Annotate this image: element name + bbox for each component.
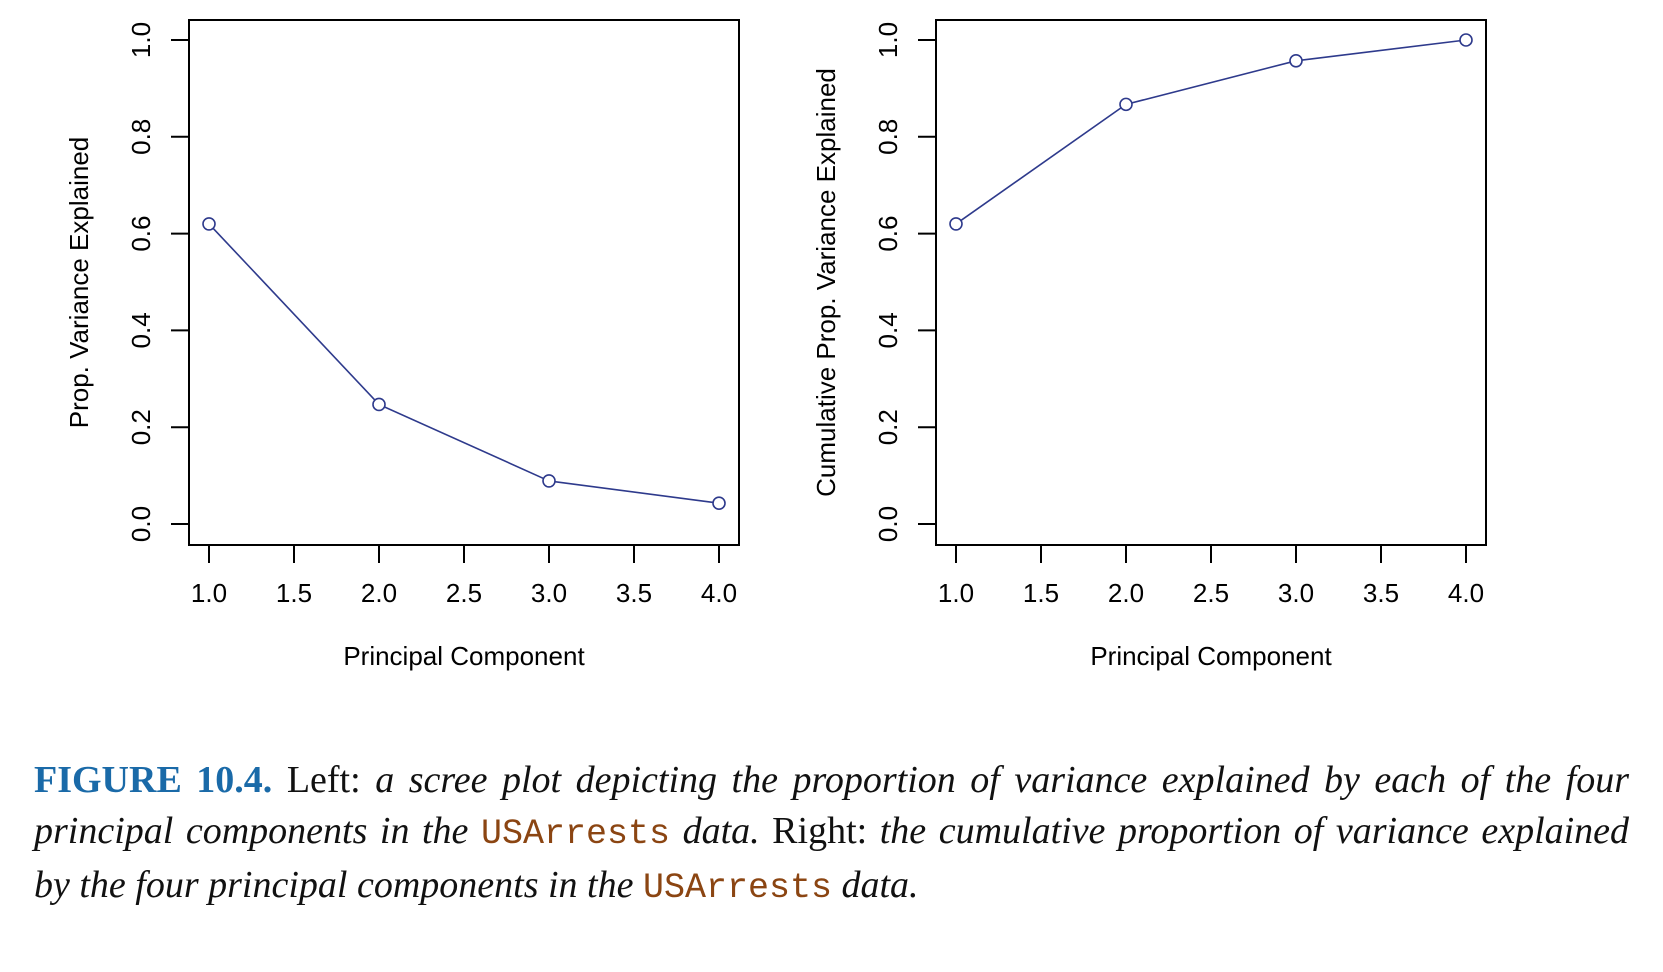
left-x-tick-label: 1.5: [276, 578, 312, 608]
right-x-tick-label: 1.5: [1023, 578, 1059, 608]
left-x-tick-label: 4.0: [701, 578, 737, 608]
right-y-tick-label: 0.4: [873, 312, 903, 348]
right-plot-frame: [935, 19, 1487, 546]
right-series-line-segment: [1295, 39, 1467, 62]
right-series-line-segment: [955, 103, 1127, 225]
caption-right-text: the cumulative proportion of variance ex…: [34, 810, 1630, 906]
left-y-tick-label: 0.6: [126, 216, 156, 252]
caption-left-text: a scree plot depicting the proportion of…: [34, 759, 1629, 852]
left-y-tick-label: 0.4: [126, 312, 156, 348]
right-x-axis-title: Principal Component: [1090, 641, 1332, 671]
caption-right-label: Right:: [772, 810, 868, 852]
right-data-point: [1459, 33, 1473, 47]
right-y-tick-label: 0.2: [873, 409, 903, 445]
right-series-line-segment: [1125, 60, 1297, 106]
left-y-tick-label: 1.0: [126, 22, 156, 58]
right-data-point: [1119, 97, 1133, 112]
left-x-tick-label: 2.5: [446, 578, 482, 608]
figure-caption: FIGURE 10.4. Left: a scree plot depictin…: [34, 755, 1629, 914]
right-x-tick-label: 1.0: [938, 578, 974, 608]
right-data-point: [1289, 54, 1303, 68]
left-chart: 1.0 1.5 2.0 2.5 3.0 3.5 4.0 0.0 0.2 0.4 0.6 0.8 1.0 P…: [64, 19, 740, 671]
left-data-point: [542, 474, 556, 488]
figure: 1.0 1.5 2.0 2.5 3.0 3.5 4.0 0.0 0.2 0.4 0.6 0.8 1.0 P…: [64, 19, 1487, 671]
caption-left-label: Left:: [286, 759, 361, 801]
right-y-tick-label: 0.0: [873, 506, 903, 542]
caption-dataset-name: USArrests: [642, 868, 832, 908]
left-y-axis-title: Prop. Variance Explained: [64, 137, 94, 428]
left-y-tick-label: 0.8: [126, 119, 156, 155]
right-data-point: [949, 217, 963, 231]
left-x-axis-title: Principal Component: [343, 641, 585, 671]
right-x-tick-label: 3.5: [1363, 578, 1399, 608]
left-series-line-segment: [208, 223, 380, 406]
left-x-tick-label: 3.0: [531, 578, 567, 608]
right-chart: 1.0 1.5 2.0 2.5 3.0 3.5 4.0 0.0 0.2 0.4 0.6 0.8 1.0 P…: [811, 19, 1487, 671]
left-y-tick-label: 0.0: [126, 506, 156, 542]
left-x-tick-label: 1.0: [191, 578, 227, 608]
figure-label: FIGURE 10.4.: [34, 759, 273, 801]
left-plot-frame: [188, 19, 740, 546]
left-data-point: [202, 217, 216, 231]
left-x-tick-label: 3.5: [616, 578, 652, 608]
left-series-line-segment: [548, 480, 720, 504]
left-data-point: [372, 397, 386, 412]
right-x-tick-label: 3.0: [1278, 578, 1314, 608]
right-y-tick-label: 0.6: [873, 216, 903, 252]
left-data-point: [712, 496, 726, 510]
left-y-tick-label: 0.2: [126, 409, 156, 445]
left-series-line-segment: [378, 403, 550, 482]
caption-dataset-name: USArrests: [480, 814, 671, 854]
right-x-tick-label: 2.0: [1108, 578, 1144, 608]
caption-text: data.: [841, 864, 919, 906]
right-x-tick-label: 2.5: [1193, 578, 1229, 608]
charts-svg: 1.0 1.5 2.0 2.5 3.0 3.5 4.0 0.0 0.2 0.4 0.6 0.8 1.0 P…: [64, 19, 1487, 671]
left-x-tick-label: 2.0: [361, 578, 397, 608]
caption-text: data.: [682, 810, 760, 852]
right-y-tick-label: 1.0: [873, 22, 903, 58]
right-y-tick-label: 0.8: [873, 119, 903, 155]
right-y-axis-title: Cumulative Prop. Variance Explained: [811, 68, 841, 497]
right-x-tick-label: 4.0: [1448, 578, 1484, 608]
